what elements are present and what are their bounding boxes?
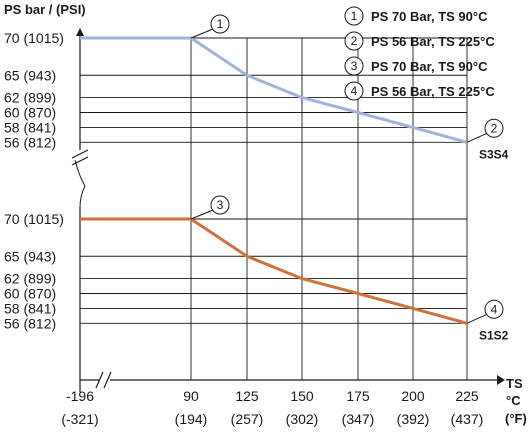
grid [80, 37, 468, 380]
legend-marker-circle [344, 81, 364, 101]
marker-number: 3 [217, 198, 224, 212]
y-axis-arrow [76, 28, 84, 36]
y-tick-labels: 70 (1015)65 (943)62 (899)60 (870)58 (841… [4, 30, 64, 331]
marker-leader [190, 28, 214, 39]
x-tick-label-c: 150 [290, 388, 314, 404]
y-tick-label: 60 (870) [4, 105, 56, 121]
legend-item: 3 PS 70 Bar, TS 90°C [344, 56, 488, 76]
marker-number: 2 [491, 121, 498, 135]
y-tick-label: 56 (812) [4, 134, 56, 150]
x-tick-label-c: -196 [66, 388, 94, 404]
marker-circle [210, 195, 230, 215]
y-tick-label: 58 (841) [4, 119, 56, 135]
y-axis-break-curve [74, 159, 86, 208]
x-tick-label-f: (-321) [61, 411, 98, 427]
x-tick-label-c: 125 [235, 388, 259, 404]
marker-number: 1 [217, 17, 224, 31]
legend-marker-number: 4 [351, 84, 358, 98]
legend-label: PS 70 Bar, TS 90°C [371, 59, 488, 74]
point-marker: 4 [466, 299, 504, 324]
x-tick-label-c: 90 [183, 388, 199, 404]
x-tick-label-f: (302) [286, 411, 319, 427]
y-tick-label: 65 (943) [4, 67, 56, 83]
legend-marker-circle [344, 31, 364, 51]
legend-marker-number: 2 [351, 34, 358, 48]
axes [71, 28, 505, 392]
marker-circle [210, 14, 230, 34]
y-tick-label: 62 (899) [4, 90, 56, 106]
legend-label: PS 56 Bar, TS 225°C [371, 34, 495, 49]
x-tick-label-f: (392) [397, 411, 430, 427]
x-tick-labels: -196 (-321) 90 (194) 125 (257) 150 (302) 175 (347… [61, 388, 483, 427]
y-tick-label: 62 (899) [4, 271, 56, 287]
legend-marker-number: 1 [351, 9, 358, 23]
marker-leader [190, 209, 214, 220]
x-tick-label-f: (347) [342, 411, 375, 427]
x-tick-label-c: 175 [346, 388, 370, 404]
x-tick-label-c: 225 [455, 388, 479, 404]
legend-label: PS 56 Bar, TS 225°C [371, 84, 495, 99]
legend-marker-circle [344, 56, 364, 76]
y-tick-label: 60 (870) [4, 286, 56, 302]
point-marker: 3 [190, 195, 230, 220]
x-axis-break [95, 371, 112, 389]
legend-marker-number: 3 [351, 59, 358, 73]
point-markers: 1 2 3 4 [190, 14, 504, 324]
y-tick-label: 58 (841) [4, 300, 56, 316]
point-marker: 2 [466, 118, 504, 143]
marker-circle [484, 299, 504, 319]
x-tick-label-f: (257) [231, 411, 264, 427]
legend: 1 PS 70 Bar, TS 90°C 2 PS 56 Bar, TS 225°C 3… [344, 6, 495, 101]
legend-item: 1 PS 70 Bar, TS 90°C [344, 6, 488, 26]
y-tick-label: 65 (943) [4, 248, 56, 264]
legend-label: PS 70 Bar, TS 90°C [371, 9, 488, 24]
point-marker: 1 [190, 14, 230, 39]
marker-leader [466, 132, 488, 143]
y-tick-label: 70 (1015) [4, 211, 64, 227]
y-tick-label: 56 (812) [4, 315, 56, 331]
series-label: S1S2 [479, 328, 509, 342]
x-tick-label-f: (437) [451, 411, 484, 427]
marker-leader [466, 313, 488, 324]
series-line-s1s2 [80, 217, 468, 325]
legend-item: 4 PS 56 Bar, TS 225°C [344, 81, 495, 101]
marker-circle [484, 118, 504, 138]
marker-number: 4 [491, 302, 498, 316]
x-axis-title-celsius: °C [506, 393, 521, 408]
x-tick-label-f: (194) [175, 411, 208, 427]
y-tick-label: 70 (1015) [4, 30, 64, 46]
x-axis-arrow [497, 375, 505, 385]
y-axis-break [71, 149, 89, 166]
x-axis-title-ts: TS [506, 376, 523, 391]
series-label: S3S4 [479, 147, 509, 161]
x-tick-label-c: 200 [401, 388, 425, 404]
x-axis-title-fahrenheit: (°F) [505, 411, 527, 426]
legend-marker-circle [344, 6, 364, 26]
legend-item: 2 PS 56 Bar, TS 225°C [344, 31, 495, 51]
y-axis-title: PS bar / (PSI) [4, 2, 86, 17]
